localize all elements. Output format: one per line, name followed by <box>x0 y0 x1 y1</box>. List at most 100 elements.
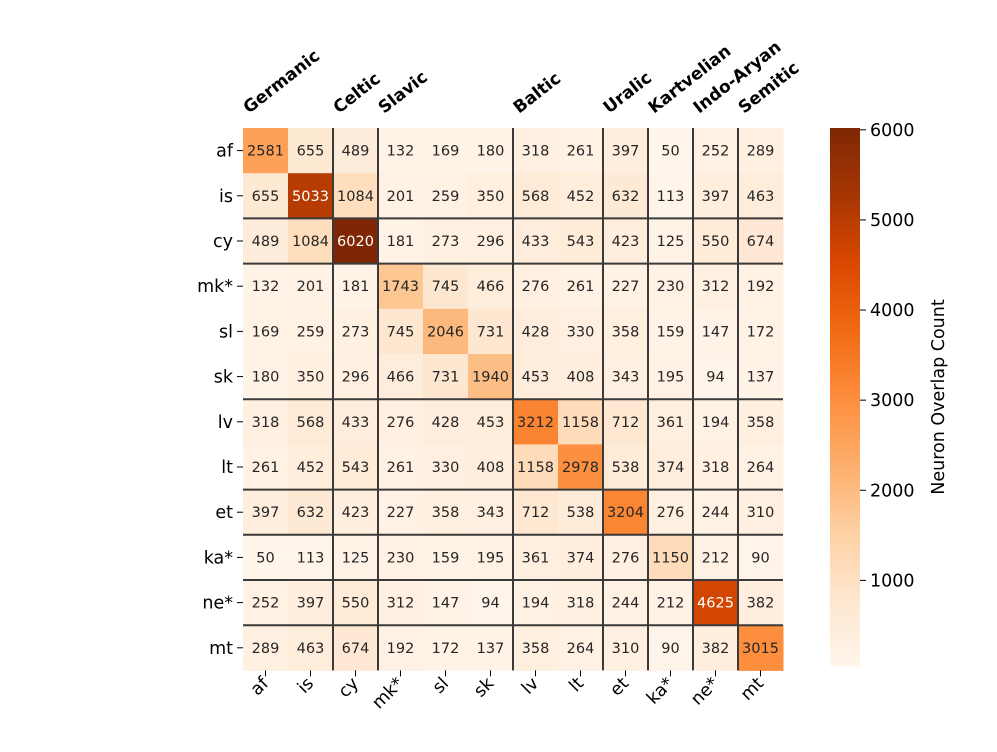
heatmap-cell <box>333 580 379 626</box>
cell-value-label: 1150 <box>652 550 689 566</box>
cell-value-label: 261 <box>567 144 595 160</box>
y-tick-label: is <box>219 187 233 207</box>
heatmap-cell <box>648 218 694 265</box>
heatmap-cell <box>558 489 604 536</box>
cell-value-label: 194 <box>522 596 550 612</box>
cell-value-label: 550 <box>342 596 370 612</box>
cell-value-label: 259 <box>297 324 325 340</box>
cell-value-label: 453 <box>477 415 505 431</box>
heatmap-cell <box>603 218 649 265</box>
cell-value-label: 2046 <box>427 324 464 340</box>
heatmap-cell <box>558 354 604 400</box>
cell-value-label: 2978 <box>562 460 599 476</box>
heatmap-cell <box>468 489 514 536</box>
y-tick-labels: af is cy mk* sl sk lv lt et ka* ne* mt <box>197 142 243 659</box>
heatmap-cell <box>693 128 739 174</box>
heatmap-cell <box>288 308 334 355</box>
heatmap-cell <box>288 534 334 581</box>
y-tick-label: mk* <box>197 277 233 297</box>
x-tick-label: lt <box>566 674 589 697</box>
heatmap-cell <box>423 128 469 174</box>
heatmap-cell <box>288 444 334 491</box>
x-tick-label: et <box>606 674 633 701</box>
colorbar-label: Neuron Overlap Count <box>929 299 949 495</box>
heatmap-cell <box>468 399 514 445</box>
cell-value-label: 489 <box>252 234 280 250</box>
heatmap-cell <box>378 399 424 445</box>
heatmap-cell <box>558 444 604 491</box>
cell-value-label: 452 <box>567 189 595 205</box>
heatmap-cell <box>558 128 604 174</box>
cell-value-label: 374 <box>657 460 685 476</box>
heatmap-cell <box>378 218 424 265</box>
y-tick-label: et <box>215 503 233 523</box>
cell-value-label: 452 <box>297 460 325 476</box>
cell-value-label: 50 <box>661 144 679 160</box>
cell-value-label: 289 <box>252 641 280 657</box>
heatmap-cell <box>243 308 289 355</box>
heatmap-cell <box>468 444 514 491</box>
y-tick-label: sl <box>219 322 233 342</box>
y-tick-label: ka* <box>204 548 234 568</box>
cell-value-label: 180 <box>252 370 280 386</box>
cell-value-label: 745 <box>387 324 415 340</box>
heatmap-cell <box>243 580 289 626</box>
heatmap-cell <box>333 399 379 445</box>
heatmap-cell <box>558 173 604 219</box>
heatmap-cell <box>693 489 739 536</box>
heatmap-cell <box>513 173 559 219</box>
heatmap-cell <box>333 308 379 355</box>
x-tick-label: cy <box>335 674 363 702</box>
heatmap-cell <box>693 354 739 400</box>
cell-value-label: 318 <box>567 596 595 612</box>
cell-value-label: 632 <box>612 189 640 205</box>
heatmap-cell <box>468 308 514 355</box>
heatmap-cell <box>333 489 379 536</box>
heatmap-cell <box>243 128 289 174</box>
cell-value-label: 94 <box>481 596 499 612</box>
x-tick-label: ka* <box>643 674 678 709</box>
heatmap-cell <box>423 534 469 581</box>
cell-value-label: 543 <box>567 234 595 250</box>
cell-value-label: 632 <box>297 505 325 521</box>
heatmap-cell <box>738 263 784 310</box>
cell-value-label: 201 <box>387 189 415 205</box>
colorbar-tick-label: 1000 <box>870 571 915 591</box>
heatmap-cell <box>738 625 784 671</box>
heatmap-cell <box>513 444 559 491</box>
cell-value-label: 674 <box>747 234 775 250</box>
heatmap-cell <box>288 399 334 445</box>
heatmap-cell <box>378 625 424 671</box>
group-boundary-lines <box>243 128 783 671</box>
heatmap-cell <box>468 534 514 581</box>
heatmap-cell <box>423 625 469 671</box>
x-tick-label: af <box>247 673 274 700</box>
heatmap-cell <box>468 580 514 626</box>
heatmap-cell <box>738 534 784 581</box>
cell-value-label: 172 <box>432 641 460 657</box>
cell-value-label: 3212 <box>517 415 554 431</box>
cell-value-label: 296 <box>477 234 505 250</box>
cell-value-label: 264 <box>747 460 775 476</box>
cell-value-label: 192 <box>747 279 775 295</box>
heatmap-cell <box>693 308 739 355</box>
heatmap-cell <box>423 354 469 400</box>
heatmap-cell <box>558 399 604 445</box>
cell-value-label: 90 <box>661 641 679 657</box>
heatmap-cell <box>378 308 424 355</box>
colorbar-gradient <box>830 128 860 666</box>
colorbar-tick-label: 5000 <box>870 211 915 231</box>
heatmap-cell <box>558 263 604 310</box>
heatmap-cell <box>693 444 739 491</box>
heatmap-cell <box>378 354 424 400</box>
heatmap-cell <box>243 489 289 536</box>
heatmap-cell <box>693 399 739 445</box>
heatmap-cell <box>333 444 379 491</box>
cell-value-label: 276 <box>522 279 550 295</box>
cell-value-label: 463 <box>297 641 325 657</box>
heatmap-cell <box>513 308 559 355</box>
y-tick-label: lt <box>221 458 233 478</box>
heatmap-cell <box>243 625 289 671</box>
cell-value-label: 423 <box>612 234 640 250</box>
